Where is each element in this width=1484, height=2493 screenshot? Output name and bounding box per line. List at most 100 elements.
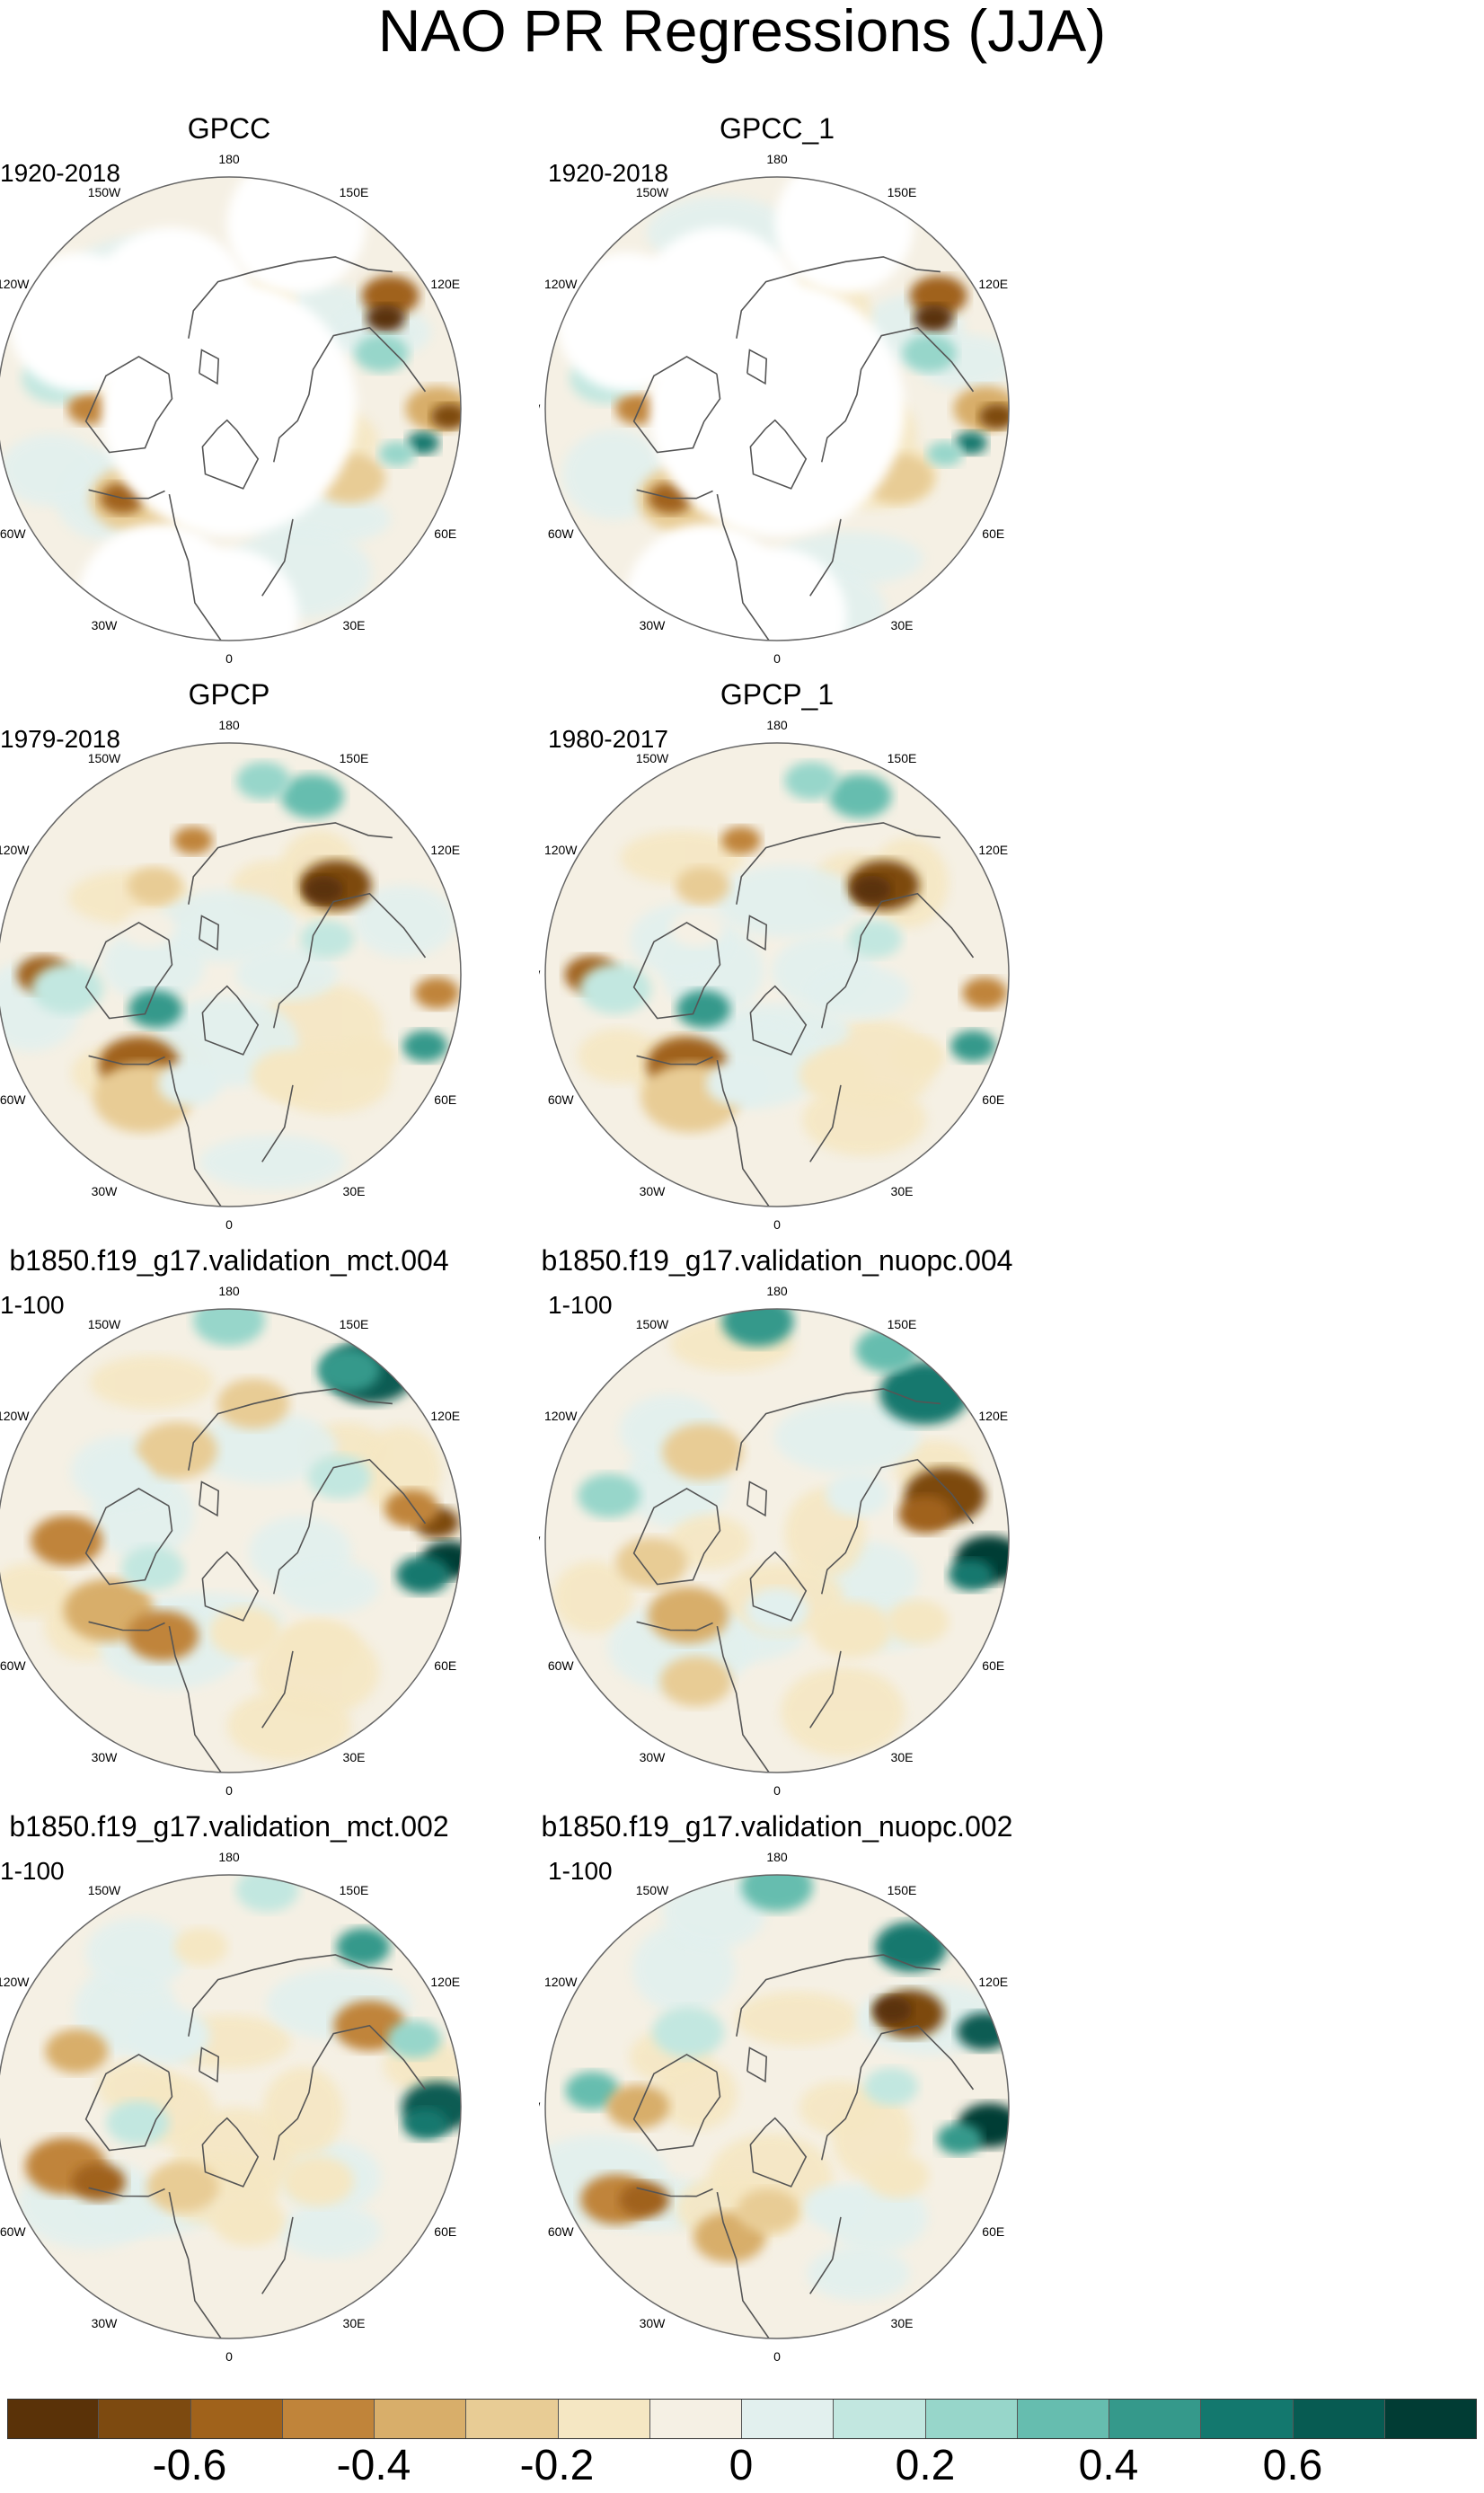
anomaly-contour xyxy=(317,1348,381,1392)
panel-period: 1920-2018 xyxy=(548,159,668,187)
panel-period: 1920-2018 xyxy=(0,159,120,187)
anomaly-contour xyxy=(950,1030,996,1062)
coastline xyxy=(201,419,260,490)
coastline xyxy=(261,1084,294,1163)
longitude-label: 90W xyxy=(539,1534,541,1548)
anomaly-contour xyxy=(361,275,420,316)
anomaly-contour xyxy=(251,1049,323,1101)
coastline xyxy=(201,2117,260,2188)
colorbar-swatch xyxy=(1293,2399,1385,2439)
field-patch xyxy=(662,1877,765,1949)
polar-map: 180150E120E90E60E30E030W60W90W120W150W xyxy=(539,1850,1010,2364)
longitude-label: 0 xyxy=(225,2349,233,2364)
field-patch xyxy=(0,1562,72,1617)
longitude-label: 120E xyxy=(978,843,1008,857)
coastline xyxy=(716,1059,770,1207)
longitude-label: 180 xyxy=(766,718,788,732)
coastline xyxy=(272,326,427,463)
anomaly-contour xyxy=(875,1922,948,1973)
longitude-label: 30E xyxy=(343,2316,366,2330)
anomaly-contour xyxy=(978,403,1009,429)
longitude-label: 30W xyxy=(92,1750,119,1764)
anomaly-contour xyxy=(45,2029,109,2073)
coastline xyxy=(168,493,222,641)
panel-title: b1850.f19_g17.validation_mct.004 xyxy=(9,1244,449,1277)
anomaly-contour xyxy=(852,875,892,904)
colorbar-tick-label: -0.2 xyxy=(519,2442,595,2489)
coastline xyxy=(188,1388,393,1471)
longitude-label: 30E xyxy=(891,1750,914,1764)
polar-map: 180150E120E90E60E30E030W60W90W120W150W xyxy=(0,718,462,1232)
anomaly-contour xyxy=(864,2067,919,2106)
anomaly-contour xyxy=(395,1556,450,1595)
anomaly-contour xyxy=(886,1599,950,1644)
field-patch xyxy=(714,865,861,938)
coastline xyxy=(636,1055,713,1065)
longitude-label: 30E xyxy=(891,1184,914,1198)
coastline xyxy=(632,2054,721,2152)
longitude-label: 0 xyxy=(225,651,233,666)
anomaly-contour xyxy=(71,2162,126,2201)
longitude-label: 30W xyxy=(92,2316,119,2330)
coastline xyxy=(820,1458,975,1595)
colorbar-tick-label: -0.4 xyxy=(336,2442,411,2489)
longitude-label: 60E xyxy=(982,526,1004,541)
longitude-label: 120W xyxy=(0,1409,30,1423)
anomaly-contour xyxy=(565,2072,620,2110)
colorbar-swatch xyxy=(190,2399,283,2439)
anomaly-contour xyxy=(909,275,967,316)
anomaly-contour xyxy=(652,2007,725,2058)
missing-data-area xyxy=(707,547,847,641)
longitude-label: 120W xyxy=(0,277,30,291)
panel-title: GPCC xyxy=(187,112,271,145)
anomaly-contour xyxy=(721,1309,794,1347)
anomaly-contour xyxy=(659,1656,732,1707)
coastline xyxy=(746,349,768,385)
coastline xyxy=(809,1084,842,1163)
anomaly-contour xyxy=(662,1423,744,1481)
coastline xyxy=(188,822,393,905)
longitude-label: 30E xyxy=(343,1750,366,1764)
longitude-label: 60E xyxy=(434,1658,456,1673)
longitude-label: 30W xyxy=(92,618,119,632)
anomaly-contour xyxy=(720,827,761,854)
anomaly-contour xyxy=(848,920,903,959)
longitude-label: 120E xyxy=(430,1409,460,1423)
field-patch xyxy=(807,965,910,1020)
missing-data-area xyxy=(557,252,696,392)
field-patch xyxy=(0,434,103,507)
coastline xyxy=(84,356,173,454)
coastline xyxy=(716,1625,770,1773)
colorbar-swatch xyxy=(1017,2399,1109,2439)
longitude-label: 150E xyxy=(888,185,917,199)
anomaly-contour xyxy=(810,1601,892,1658)
longitude-label: 0 xyxy=(773,651,781,666)
coastline xyxy=(632,356,721,454)
anomaly-contour xyxy=(957,2012,1009,2051)
longitude-label: 180 xyxy=(218,1850,240,1864)
longitude-label: 30W xyxy=(640,1750,667,1764)
longitude-label: 0 xyxy=(773,1783,781,1798)
longitude-label: 30E xyxy=(891,2316,914,2330)
coastline xyxy=(261,518,294,597)
colorbar-swatch xyxy=(1201,2399,1294,2439)
field-patch xyxy=(802,1083,927,1156)
coastline xyxy=(272,892,427,1029)
coastline xyxy=(736,1954,941,2037)
field-patch xyxy=(191,1411,338,1484)
longitude-label: 90W xyxy=(539,402,541,416)
field-patch xyxy=(262,2066,344,2157)
longitude-label: 0 xyxy=(773,1217,781,1232)
colorbar-swatch xyxy=(925,2399,1018,2439)
field-patch xyxy=(226,1690,351,1763)
map-boundary xyxy=(0,1874,462,2339)
colorbar-swatch xyxy=(99,2399,191,2439)
anomaly-contour xyxy=(236,762,291,800)
coastline xyxy=(188,256,393,339)
longitude-label: 120W xyxy=(544,1409,578,1423)
colorbar-tick-label: 0.2 xyxy=(895,2442,956,2489)
longitude-label: 150W xyxy=(88,185,121,199)
field-patch xyxy=(352,885,455,958)
map-boundary xyxy=(544,1308,1010,1773)
longitude-label: 60E xyxy=(434,2224,456,2239)
